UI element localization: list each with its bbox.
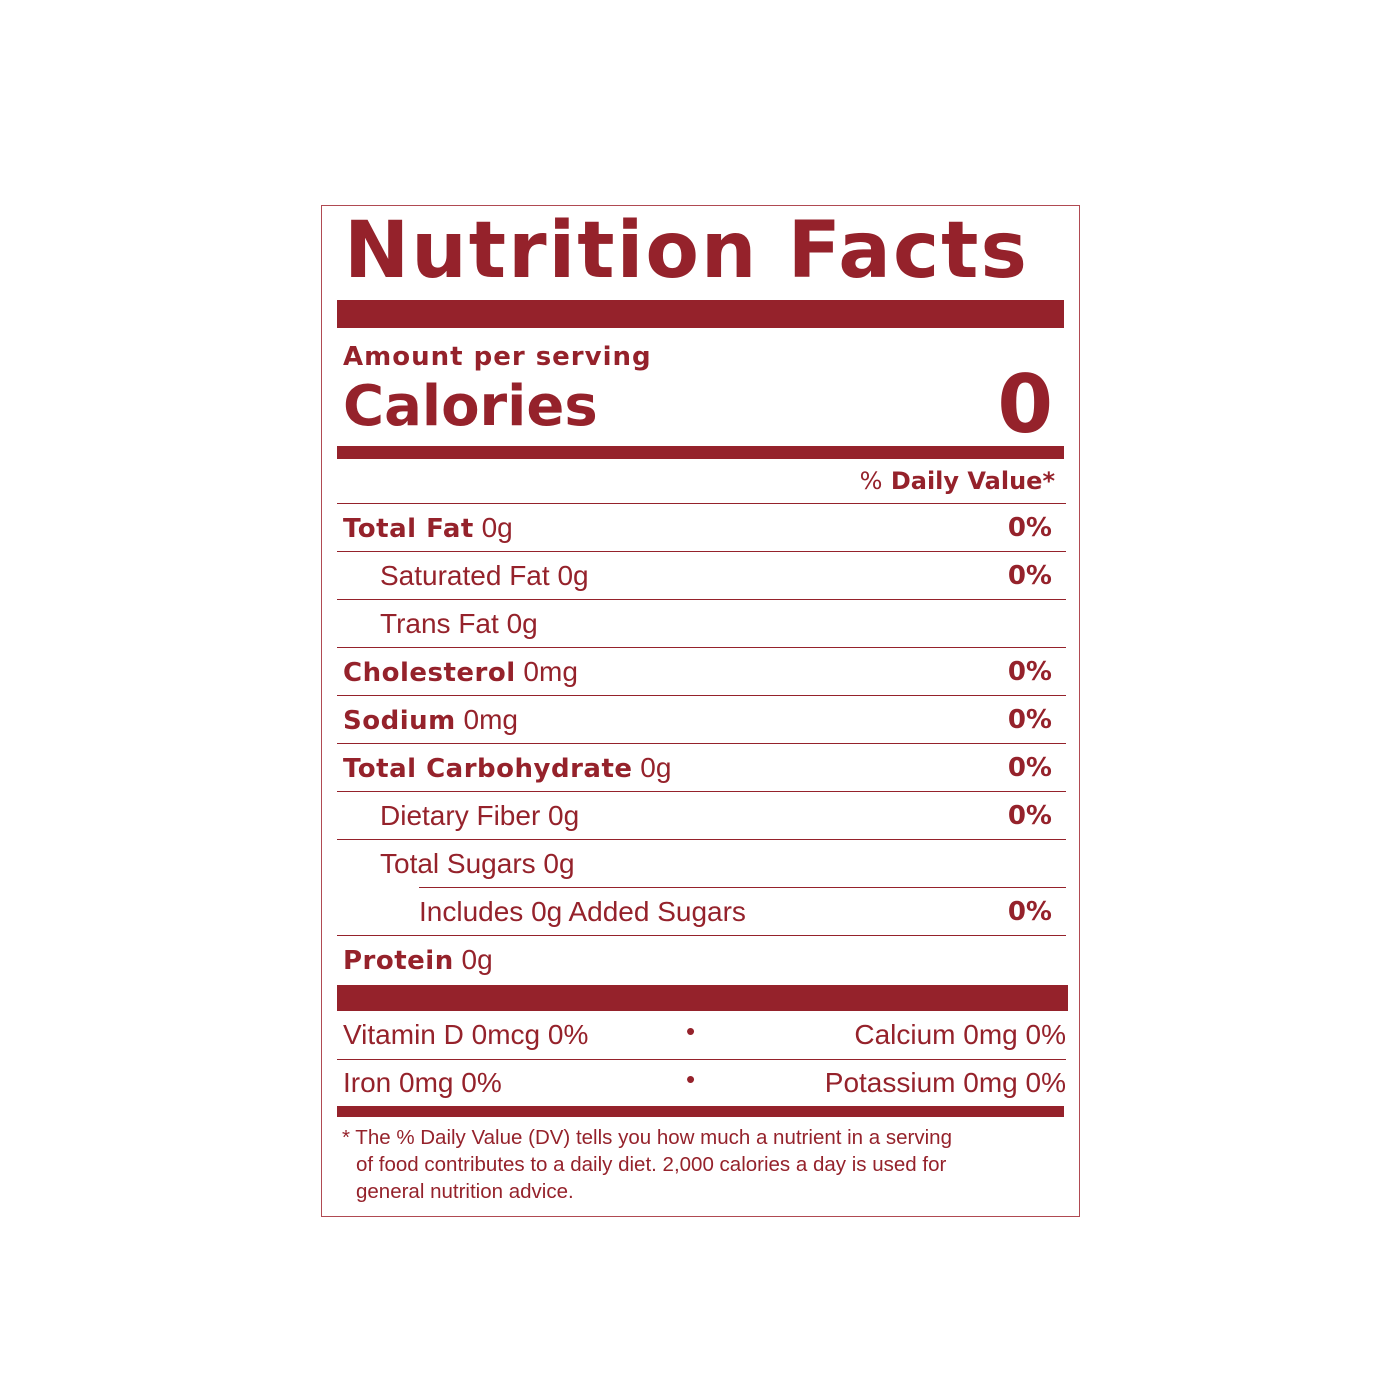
thick-divider xyxy=(337,985,1068,1011)
daily-value-header: % Daily Value* xyxy=(859,467,1055,495)
divider xyxy=(337,1059,1066,1060)
nutrient-amount: 0mg xyxy=(463,703,518,735)
nutrient-label: Total Carbohydrate 0g xyxy=(337,752,671,784)
medium-divider xyxy=(337,1106,1064,1117)
medium-divider xyxy=(337,446,1064,459)
nutrient-label: Dietary Fiber 0g xyxy=(337,800,579,832)
vitamin-d: Vitamin D 0mcg 0% xyxy=(343,1019,589,1050)
nutrient-label: Cholesterol 0mg xyxy=(337,656,578,688)
bullet-separator: • xyxy=(686,1064,696,1094)
label-title: Nutrition Facts xyxy=(344,206,1029,296)
mineral-row: Vitamin D 0mcg 0% • Calcium 0mg 0% xyxy=(337,1012,1066,1058)
nutrient-name: Total Sugars xyxy=(380,847,536,879)
nutrient-amount: 0g xyxy=(461,943,493,975)
nutrient-amount: 0g xyxy=(640,751,672,783)
nutrient-amount: 0g xyxy=(557,559,589,591)
nutrient-row: Cholesterol 0mg 0% xyxy=(337,647,1066,695)
nutrient-name: Saturated Fat xyxy=(380,559,550,591)
nutrient-row: Sodium 0mg 0% xyxy=(337,695,1066,743)
nutrient-amount: 0g xyxy=(481,511,513,543)
nutrient-label: Sodium 0mg xyxy=(337,704,518,736)
potassium: Potassium 0mg 0% xyxy=(824,1067,1066,1098)
nutrient-amount: 0g xyxy=(506,607,538,639)
nutrient-label: Includes 0g Added Sugars xyxy=(419,896,746,928)
daily-value-percent: 0% xyxy=(1007,560,1052,591)
daily-value-percent: 0% xyxy=(1007,512,1052,543)
nutrient-name: Dietary Fiber xyxy=(380,799,541,831)
nutrient-row: Total Carbohydrate 0g 0% xyxy=(337,743,1066,791)
daily-value-percent: 0% xyxy=(1007,704,1052,735)
amount-per-serving: Amount per serving xyxy=(343,342,652,372)
nutrient-row: Total Fat 0g 0% xyxy=(337,503,1066,551)
nutrient-name: Total Carbohydrate xyxy=(343,753,633,784)
nutrient-amount: 0g xyxy=(543,847,575,879)
nutrient-amount: 0mg xyxy=(523,655,578,687)
nutrient-name: Sodium xyxy=(343,705,456,736)
nutrient-label: Trans Fat 0g xyxy=(337,608,538,640)
daily-value-percent: 0% xyxy=(1007,896,1052,927)
calories-label: Calories xyxy=(343,374,598,439)
nutrient-row: Protein 0g xyxy=(337,935,1066,983)
daily-value-percent: 0% xyxy=(1007,752,1052,783)
iron: Iron 0mg 0% xyxy=(343,1067,502,1098)
nutrient-name: Protein xyxy=(343,945,454,976)
footnote: * The % Daily Value (DV) tells you how m… xyxy=(342,1126,952,1203)
daily-value-percent: 0% xyxy=(1007,800,1052,831)
thick-divider xyxy=(337,300,1064,328)
calcium: Calcium 0mg 0% xyxy=(854,1019,1066,1050)
mineral-row: Iron 0mg 0% • Potassium 0mg 0% xyxy=(337,1060,1066,1106)
nutrient-row: Dietary Fiber 0g 0% xyxy=(337,791,1066,839)
bullet-separator: • xyxy=(686,1016,696,1046)
nutrient-label: Total Sugars 0g xyxy=(337,848,575,880)
nutrient-name: Total Fat xyxy=(343,513,474,544)
nutrient-row: Total Sugars 0g xyxy=(337,839,1066,887)
nutrient-name: Includes 0g Added Sugars xyxy=(419,895,746,927)
nutrition-facts-label: Nutrition Facts Amount per serving Calor… xyxy=(321,205,1080,1217)
nutrient-row: Includes 0g Added Sugars 0% xyxy=(419,887,1066,935)
nutrient-name: Cholesterol xyxy=(343,657,516,688)
calories-value: 0 xyxy=(997,358,1053,451)
nutrient-row: Saturated Fat 0g 0% xyxy=(337,551,1066,599)
nutrient-row: Trans Fat 0g xyxy=(337,599,1066,647)
nutrient-label: Protein 0g xyxy=(337,944,493,976)
nutrient-label: Saturated Fat 0g xyxy=(337,560,589,592)
nutrient-amount: 0g xyxy=(548,799,580,831)
daily-value-percent: 0% xyxy=(1007,656,1052,687)
nutrient-name: Trans Fat xyxy=(380,607,499,639)
nutrient-label: Total Fat 0g xyxy=(337,512,513,544)
